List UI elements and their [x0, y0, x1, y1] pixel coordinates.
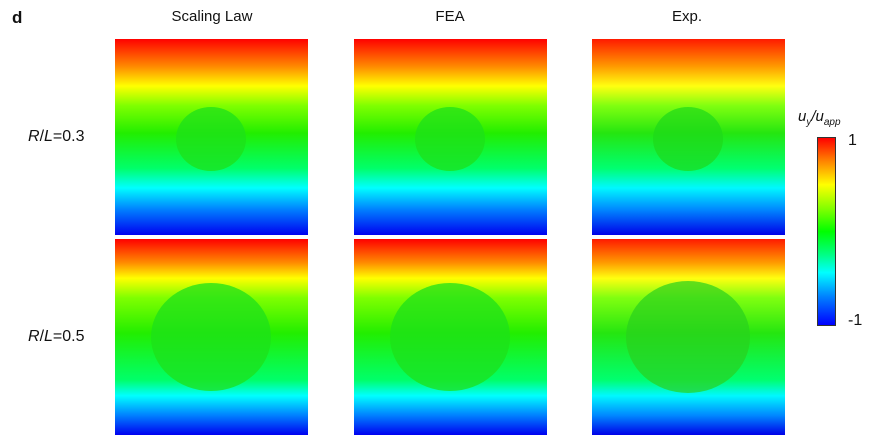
colorbar-title: uy/uapp — [798, 108, 841, 128]
colorbar-min-label: -1 — [848, 312, 863, 329]
row-label-sep: / — [39, 128, 45, 145]
field-map-fea-r05 — [354, 239, 547, 435]
row-label-sep: / — [39, 328, 45, 345]
column-title-fea: FEA — [435, 8, 465, 25]
field-map-scaling-law-r03 — [115, 39, 308, 235]
column-title-exp: Exp. — [671, 8, 702, 25]
colorbar-title-sub-app: app — [823, 117, 841, 128]
panel-letter: d — [12, 8, 23, 27]
row-label-value: =0.5 — [52, 328, 85, 345]
row-label-var-r: R — [28, 328, 40, 345]
colorbar-title-sub-y: y — [806, 117, 812, 128]
row-label-var-l: L — [44, 128, 53, 145]
row-label-value: =0.3 — [52, 128, 85, 145]
colorbar-max-label: 1 — [848, 132, 857, 149]
colorbar — [817, 137, 836, 326]
colorbar-title-slash: / — [811, 108, 816, 125]
field-map-exp-r05 — [592, 239, 785, 435]
row-label-var-r: R — [28, 128, 40, 145]
field-map-fea-r03 — [354, 39, 547, 235]
column-title-scaling-law: Scaling Law — [171, 8, 253, 25]
row-label-1: R/L=0.5 — [28, 328, 85, 346]
field-map-scaling-law-r05 — [115, 239, 308, 435]
colorbar-title-u2: u — [815, 108, 824, 125]
row-label-var-l: L — [44, 328, 53, 345]
field-map-exp-r03 — [592, 39, 785, 235]
colorbar-title-u: u — [798, 108, 807, 125]
row-label-0: R/L=0.3 — [28, 128, 85, 146]
